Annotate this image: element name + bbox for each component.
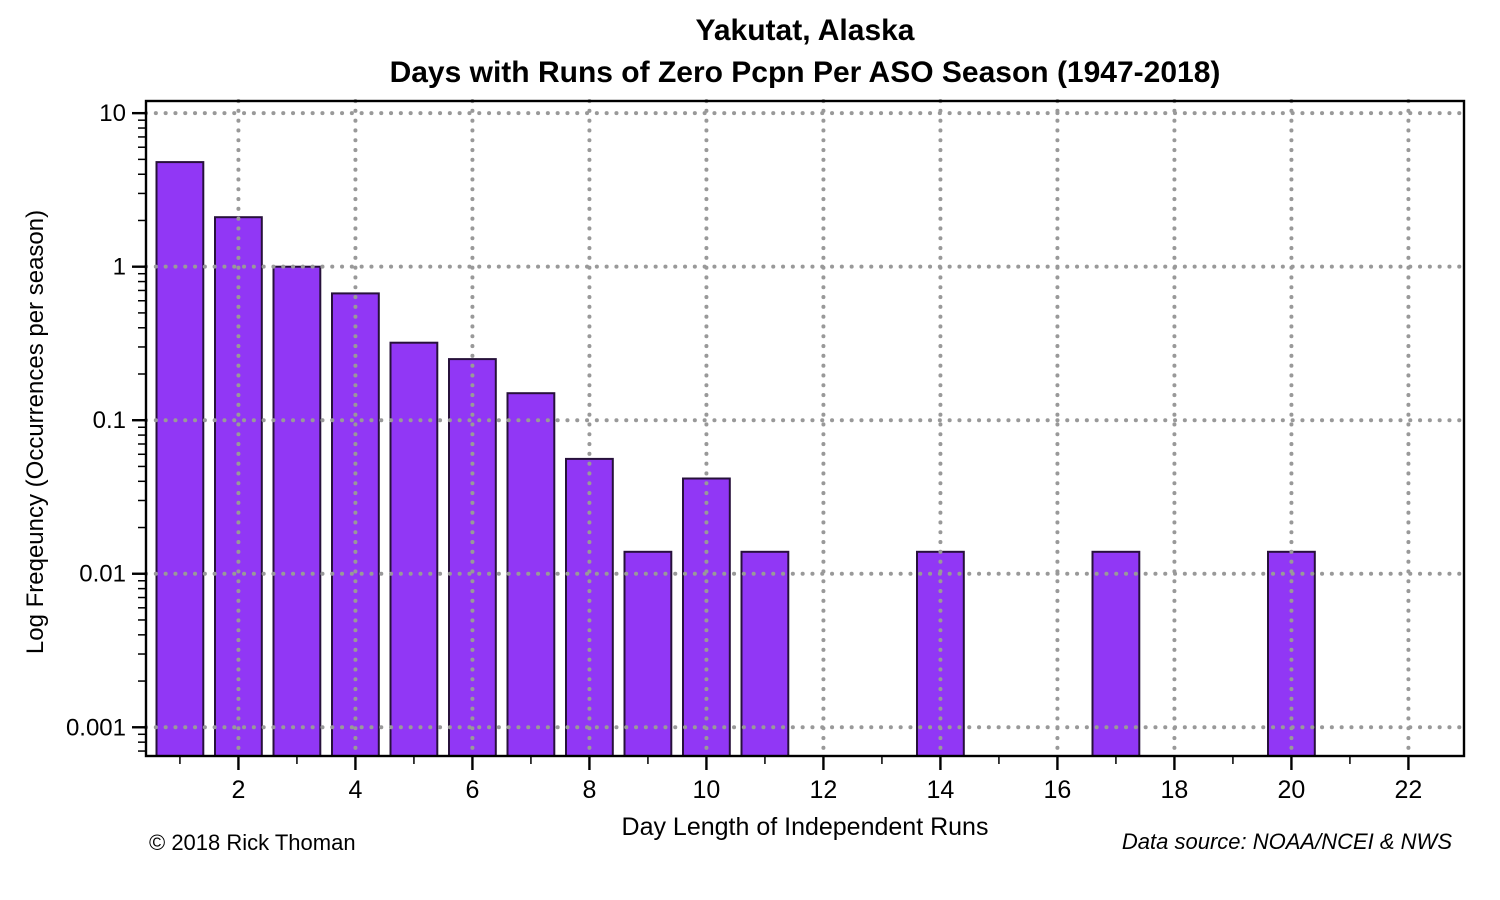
bar-day-9	[623, 550, 673, 757]
bar-day-4	[331, 292, 380, 757]
y-tick-label: 0.1	[93, 407, 126, 434]
x-tick-label: 16	[1044, 776, 1072, 804]
bar-day-10	[682, 477, 731, 757]
plot-frame	[144, 99, 1466, 758]
bars-group	[155, 161, 1316, 758]
gridlines-group	[144, 99, 1466, 758]
y-tick-label: 0.001	[66, 714, 126, 741]
x-tick-label: 2	[231, 776, 245, 804]
tick-labels-group: 10 1 0.1 0.01 0.001 2 4 6 8 10 12 14 16 18 20 22	[66, 100, 1422, 804]
x-axis-title: Day Length of Independent Runs	[621, 813, 989, 841]
axes-group	[144, 99, 1466, 758]
ticks-group	[132, 111, 1410, 770]
x-tick-label: 10	[693, 776, 721, 804]
x-tick-label: 22	[1395, 776, 1423, 804]
bar-day-3	[272, 265, 322, 757]
data-source-text: Data source: NOAA/NCEI & NWS	[1121, 829, 1452, 854]
bar-day-5	[389, 341, 439, 757]
y-tick-label: 10	[99, 100, 126, 127]
x-tick-label: 8	[582, 776, 596, 804]
y-axis-title: Log Freqeuncy (Occurrences per season)	[22, 209, 49, 655]
chart-title-line2: Days with Runs of Zero Pcpn Per ASO Seas…	[389, 56, 1221, 89]
x-tick-label: 6	[465, 776, 479, 804]
y-tick-label: 1	[113, 254, 126, 281]
x-tick-label: 14	[927, 776, 955, 804]
y-tick-label: 0.01	[79, 561, 126, 588]
chart-title-line1: Yakutat, Alaska	[695, 14, 915, 47]
chart-title: Yakutat, Alaska Days with Runs of Zero P…	[146, 10, 1464, 94]
x-tick-label: 20	[1278, 776, 1306, 804]
x-tick-label: 18	[1161, 776, 1189, 804]
bar-day-8	[565, 457, 614, 757]
bar-day-1	[155, 161, 205, 758]
bar-day-17	[1091, 550, 1141, 757]
copyright-text: © 2018 Rick Thoman	[149, 830, 356, 855]
x-tick-label: 4	[348, 776, 362, 804]
x-tick-label: 12	[810, 776, 838, 804]
bar-day-11	[740, 550, 790, 757]
